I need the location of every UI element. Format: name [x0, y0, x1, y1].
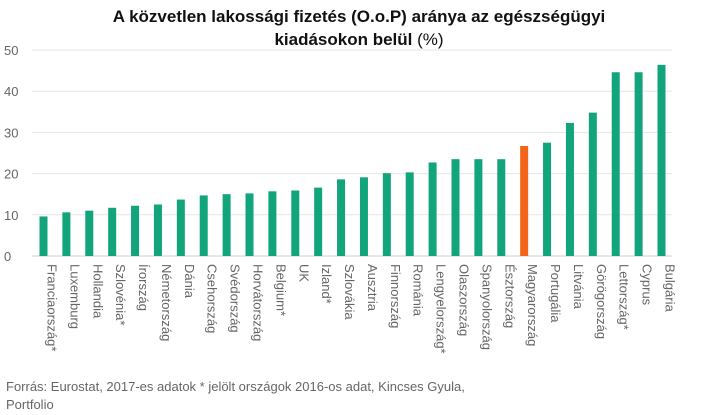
source-line-1: Forrás: Eurostat, 2017-es adatok * jelöl… [6, 379, 465, 394]
x-category-label: Írország [136, 264, 151, 311]
bar-11 [291, 190, 300, 256]
x-category-label: Dánia [182, 264, 197, 299]
bar-13 [337, 179, 346, 256]
x-category-label: Görögország [594, 264, 609, 339]
bar-23 [565, 122, 574, 256]
x-category-label: Olaszország [457, 264, 472, 336]
bar-7 [199, 195, 208, 256]
chart-title-unit: (%) [412, 30, 443, 49]
x-category-label: Németország [159, 264, 174, 341]
x-category-label: Svédország [228, 264, 243, 333]
bar-3 [108, 207, 117, 256]
bar-2 [85, 210, 94, 256]
bar-21 [520, 145, 529, 256]
bar-5 [153, 204, 162, 256]
x-category-label: Hollandia [90, 264, 105, 319]
bar-6 [176, 199, 185, 256]
bar-27 [657, 64, 666, 256]
bar-20 [497, 159, 506, 256]
source-line-2: Portfolio [6, 397, 54, 412]
chart-title: A közvetlen lakossági fizetés (O.o.P) ar… [113, 7, 606, 26]
bar-layer [39, 64, 666, 257]
x-category-label: Spanyolország [479, 264, 494, 350]
y-axis-ticks: 0 10 20 30 40 50 [4, 43, 18, 264]
bar-8 [222, 194, 231, 256]
x-category-label: Bulgária [663, 264, 678, 312]
x-category-label: Finnország [388, 264, 403, 328]
bar-4 [131, 205, 140, 256]
y-tick-label: 20 [4, 167, 18, 182]
x-category-label: Észtország [502, 264, 517, 328]
chart-title-2: kiadásokon belül (%) [274, 30, 443, 49]
x-category-label: Szlovákia [342, 264, 357, 320]
x-category-label: Litvánia [571, 264, 586, 310]
bar-19 [474, 159, 483, 256]
bar-18 [451, 159, 460, 256]
x-category-label: Csehország [205, 264, 220, 333]
bar-17 [428, 162, 437, 256]
x-category-label: Ausztria [365, 264, 380, 312]
x-category-label: Luxemburg [67, 264, 82, 329]
bar-14 [359, 177, 368, 256]
y-tick-label: 50 [4, 43, 18, 58]
chart-title-line-1: A közvetlen lakossági fizetés (O.o.P) ar… [113, 7, 606, 26]
bar-10 [268, 191, 277, 256]
x-category-label: Izland* [319, 264, 334, 304]
bar-16 [405, 172, 414, 256]
x-category-label: Horvátország [251, 264, 266, 341]
bar-22 [543, 142, 552, 256]
bar-12 [314, 187, 323, 256]
y-tick-label: 10 [4, 208, 18, 223]
bar-0 [39, 216, 48, 256]
y-tick-label: 30 [4, 125, 18, 140]
x-category-label: Szlovénia* [113, 264, 128, 325]
x-category-label: UK [296, 264, 311, 282]
y-tick-label: 0 [4, 249, 11, 264]
bar-9 [245, 193, 254, 256]
x-category-label: Belgium* [273, 264, 288, 316]
bar-26 [634, 72, 643, 256]
y-tick-label: 40 [4, 84, 18, 99]
x-category-label: Lettország* [617, 264, 632, 330]
x-category-label: Románia [411, 264, 426, 317]
bar-24 [588, 112, 597, 257]
grid-layer [32, 49, 672, 257]
bar-25 [611, 72, 620, 256]
x-category-label: Magyarország [525, 264, 540, 346]
x-axis-labels: Franciaország* Luxemburg Hollandia Szlovéni… [45, 264, 678, 354]
x-category-label: Lengyelország* [434, 264, 449, 354]
x-category-label: Cyprus [640, 264, 655, 306]
bar-1 [62, 212, 71, 256]
x-category-label: Franciaország* [45, 264, 60, 351]
x-category-label: Portugália [548, 264, 563, 323]
bar-15 [382, 173, 391, 256]
chart-title-line-2: kiadásokon belül [274, 30, 412, 49]
